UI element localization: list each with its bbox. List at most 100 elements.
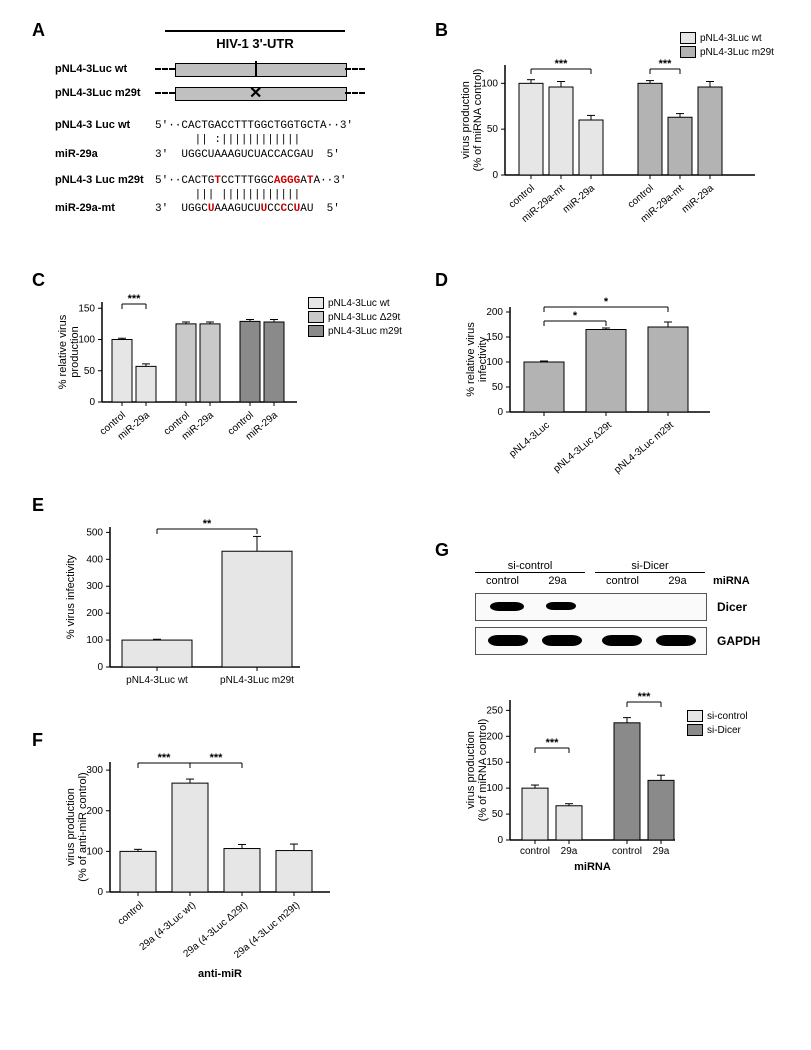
seq-mir29a-mt: 3' UGGCUAAAGUCUUCCCCUAU 5': [155, 202, 340, 216]
svg-text:***: ***: [638, 691, 652, 703]
seq-mir29a-mt-label: miR-29a-mt: [55, 202, 155, 216]
svg-text:pNL4-3Luc m29t: pNL4-3Luc m29t: [612, 420, 676, 476]
panel-b-chart: 050100virus production(% of miRNA contro…: [450, 30, 780, 240]
seq-m29t-label: pNL4-3 Luc m29t: [55, 174, 155, 188]
panel-e-label: E: [32, 495, 44, 516]
svg-text:control: control: [116, 900, 146, 928]
panel-c: pNL4-3Luc wt pNL4-3Luc Δ29t pNL4-3Luc m2…: [50, 282, 420, 462]
blot-col-label: 29a: [530, 575, 585, 587]
panel-e: 0 100 200 300 400 500 % virus infectivity pNL4-…: [55, 505, 325, 710]
panel-f: 0100200300virus production(% of anti-miR…: [55, 742, 355, 1002]
panel-c-chart: 050100150% relative virusproductioncontr…: [50, 282, 310, 457]
svg-text:pNL4-3Luc Δ29t: pNL4-3Luc Δ29t: [551, 420, 614, 475]
svg-text:250: 250: [486, 705, 503, 716]
svg-text:% relative virus: % relative virus: [465, 322, 477, 397]
svg-text:***: ***: [546, 737, 560, 749]
construct-wt-schematic: [155, 61, 365, 77]
legend-label: pNL4-3Luc m29t: [700, 47, 774, 58]
legend-label: pNL4-3Luc Δ29t: [328, 312, 400, 323]
blot-row-label: Dicer: [707, 600, 747, 614]
seq-wt: 5'··CACTGACCTTTGGCTGGTGCTA··3': [155, 119, 353, 133]
svg-text:(% of miRNA control): (% of miRNA control): [472, 69, 484, 172]
blot-group-label: si-control: [475, 560, 585, 573]
blot-gapdh-lane: [475, 627, 707, 655]
blot-group-label: si-Dicer: [595, 560, 705, 573]
svg-text:anti-miR: anti-miR: [198, 968, 242, 980]
svg-text:0: 0: [492, 170, 498, 181]
svg-text:50: 50: [487, 124, 499, 135]
svg-text:0: 0: [89, 397, 95, 408]
blot-mirna-label: miRNA: [705, 575, 763, 587]
panel-a: HIV-1 3'-UTR pNL4-3Luc wt pNL4-3Luc m29t…: [55, 30, 415, 217]
svg-text:miRNA: miRNA: [574, 861, 611, 873]
svg-text:***: ***: [555, 58, 569, 70]
panel-b: pNL4-3Luc wt pNL4-3Luc m29t 050100virus …: [450, 30, 790, 245]
panel-g-chart: 050100150200250virus production(% of miR…: [455, 680, 695, 885]
panel-c-label: C: [32, 270, 45, 291]
svg-text:400: 400: [86, 554, 103, 565]
panel-g-legend: si-control si-Dicer: [687, 710, 748, 738]
svg-text:***: ***: [128, 293, 142, 305]
svg-text:***: ***: [659, 58, 673, 70]
svg-text:miR-29a: miR-29a: [561, 183, 597, 216]
panel-f-label: F: [32, 730, 43, 751]
svg-text:control: control: [612, 846, 642, 857]
blot-row-label: GAPDH: [707, 634, 760, 648]
panel-d: 050100150200% relative virusinfectivityp…: [455, 282, 745, 487]
svg-text:miR-29a: miR-29a: [680, 183, 716, 216]
panel-e-chart: 0 100 200 300 400 500 % virus infectivity pNL4-…: [55, 505, 325, 705]
blot-col-label: control: [595, 575, 650, 587]
legend-label: si-control: [707, 711, 748, 722]
panel-b-legend: pNL4-3Luc wt pNL4-3Luc m29t: [680, 32, 774, 60]
construct-m29t-label: pNL4-3Luc m29t: [55, 87, 155, 99]
panel-d-chart: 050100150200% relative virusinfectivityp…: [455, 282, 745, 482]
svg-text:% virus infectivity: % virus infectivity: [65, 554, 77, 639]
svg-text:infectivity: infectivity: [477, 336, 489, 382]
blot-dicer-lane: [475, 593, 707, 621]
panel-g-label: G: [435, 540, 449, 561]
svg-text:(% of miRNA control): (% of miRNA control): [477, 719, 489, 822]
construct-m29t-schematic: ✕: [155, 85, 365, 101]
panel-b-label: B: [435, 20, 448, 41]
svg-text:0: 0: [97, 887, 103, 898]
svg-text:150: 150: [78, 303, 95, 314]
legend-label: pNL4-3Luc m29t: [328, 326, 402, 337]
svg-text:pNL4-3Luc: pNL4-3Luc: [507, 420, 552, 460]
svg-text:control: control: [520, 846, 550, 857]
svg-text:0: 0: [497, 835, 503, 846]
construct-wt-label: pNL4-3Luc wt: [55, 63, 155, 75]
panel-f-chart: 0100200300virus production(% of anti-miR…: [55, 742, 355, 997]
svg-text:200: 200: [86, 608, 103, 619]
svg-text:50: 50: [84, 366, 96, 377]
svg-text:50: 50: [492, 809, 504, 820]
svg-text:pNL4-3Luc wt: pNL4-3Luc wt: [126, 675, 188, 686]
svg-text:300: 300: [86, 581, 103, 592]
svg-text:virus production: virus production: [65, 788, 77, 866]
svg-text:50: 50: [492, 382, 504, 393]
blot-col-label: control: [475, 575, 530, 587]
svg-text:***: ***: [210, 752, 224, 764]
svg-text:production: production: [69, 326, 81, 377]
svg-text:0: 0: [97, 662, 103, 673]
svg-text:pNL4-3Luc m29t: pNL4-3Luc m29t: [220, 675, 294, 686]
panel-c-legend: pNL4-3Luc wt pNL4-3Luc Δ29t pNL4-3Luc m2…: [308, 297, 402, 339]
panel-d-label: D: [435, 270, 448, 291]
svg-text:500: 500: [86, 527, 103, 538]
svg-text:29a: 29a: [653, 846, 670, 857]
svg-text:(% of anti-miR control): (% of anti-miR control): [77, 772, 89, 881]
svg-text:0: 0: [497, 407, 503, 418]
svg-text:100: 100: [86, 635, 103, 646]
svg-text:% relative virus: % relative virus: [57, 314, 69, 389]
blot-col-label: 29a: [650, 575, 705, 587]
svg-text:200: 200: [486, 307, 503, 318]
seq-wt-label: pNL4-3 Luc wt: [55, 119, 155, 133]
seq-mir29a: 3' UGGCUAAAGUCUACCACGAU 5': [155, 148, 340, 162]
svg-text:*: *: [573, 310, 578, 322]
panel-g-blot: si-control si-Dicer control 29a control …: [455, 560, 775, 655]
svg-text:virus production: virus production: [460, 81, 472, 159]
svg-text:**: **: [203, 518, 212, 530]
svg-text:***: ***: [158, 752, 172, 764]
seq-m29t: 5'··CACTGTCCTTTGGCAGGGATA··3': [155, 174, 346, 188]
legend-label: si-Dicer: [707, 725, 741, 736]
panel-a-title: HIV-1 3'-UTR: [165, 30, 345, 51]
